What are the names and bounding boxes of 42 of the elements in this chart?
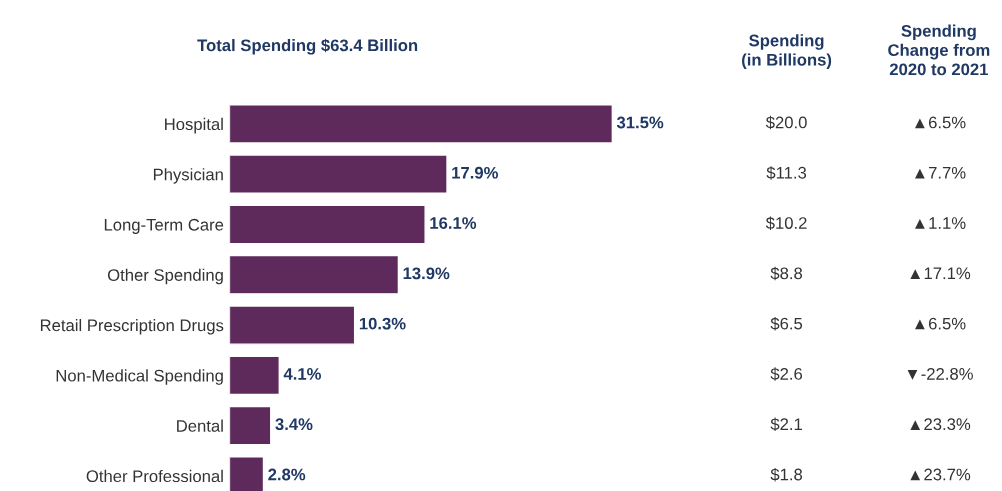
- data-label: 31.5%: [616, 116, 664, 129]
- data-label: 4.1%: [283, 368, 322, 380]
- bar: [229, 355, 280, 396]
- text: $20.0: [765, 115, 807, 130]
- chart-title: Total Spending $63.4 Billion: [197, 38, 418, 55]
- data-label: 10.3%: [359, 317, 406, 330]
- y-tick-label: Other Professional: [86, 469, 223, 483]
- text: ▲1.1%: [915, 217, 966, 229]
- y-tick-label: Non-Medical Spending: [56, 369, 223, 385]
- y-tick-label: Retail Prescription Drugs: [40, 319, 224, 335]
- text: ▲17.1%: [910, 267, 971, 280]
- text: ▲6.5%: [915, 317, 966, 330]
- text: ▲23.7%: [910, 468, 971, 481]
- data-label: 13.9%: [403, 267, 450, 280]
- data-label: 16.1%: [430, 217, 477, 229]
- y-tick-label: Dental: [177, 419, 223, 432]
- data-label: 17.9%: [452, 166, 499, 179]
- text: $6.5: [770, 317, 803, 331]
- bar: [229, 305, 356, 345]
- bar: [229, 104, 614, 144]
- text: $11.3: [766, 166, 807, 180]
- text: $8.8: [770, 266, 803, 281]
- bar: [229, 254, 400, 295]
- text: $1.8: [770, 467, 803, 482]
- bar: [229, 204, 426, 245]
- text: $2.6: [770, 367, 803, 381]
- y-tick-label: Hospital: [165, 117, 223, 134]
- text: $2.1: [770, 417, 802, 432]
- text: ▲23.3%: [910, 418, 971, 431]
- text: $10.2: [765, 216, 807, 230]
- bar: [229, 154, 448, 194]
- y-tick-label: Physician: [153, 168, 223, 184]
- y-tick-label: Long-Term Care: [104, 218, 224, 234]
- text: Spending Change from 2020 to 2021: [888, 24, 990, 76]
- y-tick-label: Other Spending: [107, 268, 223, 285]
- text: Spending (in Billions): [742, 34, 832, 69]
- text: ▲6.5%: [915, 116, 966, 129]
- text: ▼-22.8%: [907, 368, 973, 380]
- data-label: 2.8%: [268, 468, 306, 481]
- bar: [229, 405, 272, 446]
- text: ▲7.7%: [915, 166, 966, 179]
- data-label: 3.4%: [275, 418, 313, 431]
